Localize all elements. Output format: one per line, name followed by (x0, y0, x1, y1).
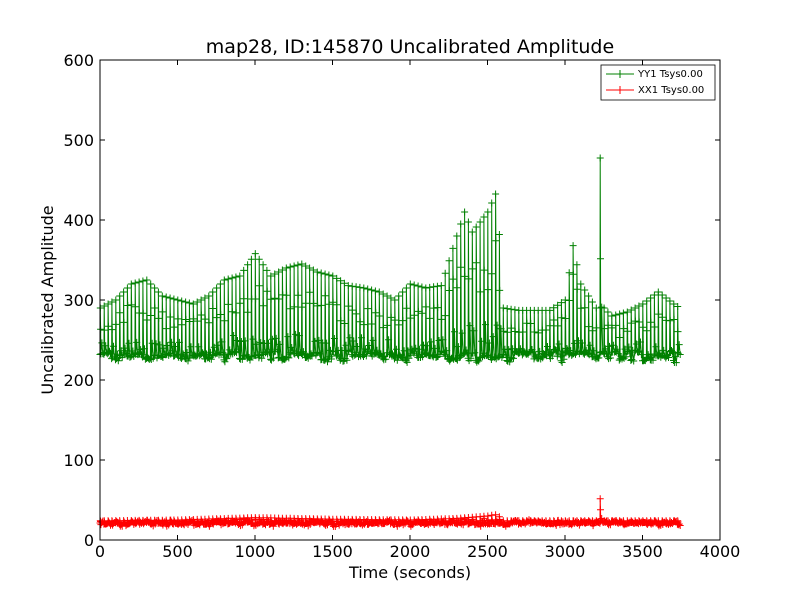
y-tick-label-0: 0 (84, 531, 94, 550)
x-tick-label-8: 4000 (700, 542, 741, 561)
y-tick-label-3: 300 (63, 291, 94, 310)
y-tick-label-4: 400 (63, 211, 94, 230)
chart-title: map28, ID:145870 Uncalibrated Amplitude (206, 36, 614, 58)
x-tick-label-2: 1000 (235, 542, 276, 561)
legend: YY1 Tsys0.00 XX1 Tsys0.00 (600, 64, 716, 101)
legend-marker-yy1 (616, 70, 624, 78)
legend-label-xx1: XX1 Tsys0.00 (638, 85, 704, 96)
y-tick-label-5: 500 (63, 131, 94, 150)
x-tick-label-6: 3000 (545, 542, 586, 561)
x-tick-label-5: 2500 (467, 542, 508, 561)
x-tick-label-7: 3500 (622, 542, 663, 561)
legend-label-yy1: YY1 Tsys0.00 (637, 69, 703, 80)
y-tick-label-6: 600 (63, 51, 94, 70)
y-tick-label-1: 100 (63, 451, 94, 470)
ticks-layer: 0 500 1000 1500 2000 2500 3000 3500 4000 0 100 200 3… (63, 51, 740, 561)
y-tick-label-2: 200 (63, 371, 94, 390)
y-axis-label: Uncalibrated Amplitude (38, 205, 57, 394)
series-0 (96, 154, 684, 367)
x-tick-label-3: 1500 (312, 542, 353, 561)
x-tick-label-4: 2000 (390, 542, 431, 561)
legend-marker-xx1 (616, 86, 624, 94)
x-tick-label-0: 0 (95, 542, 105, 561)
x-axis-label: Time (seconds) (348, 563, 471, 582)
x-tick-label-1: 500 (162, 542, 193, 561)
